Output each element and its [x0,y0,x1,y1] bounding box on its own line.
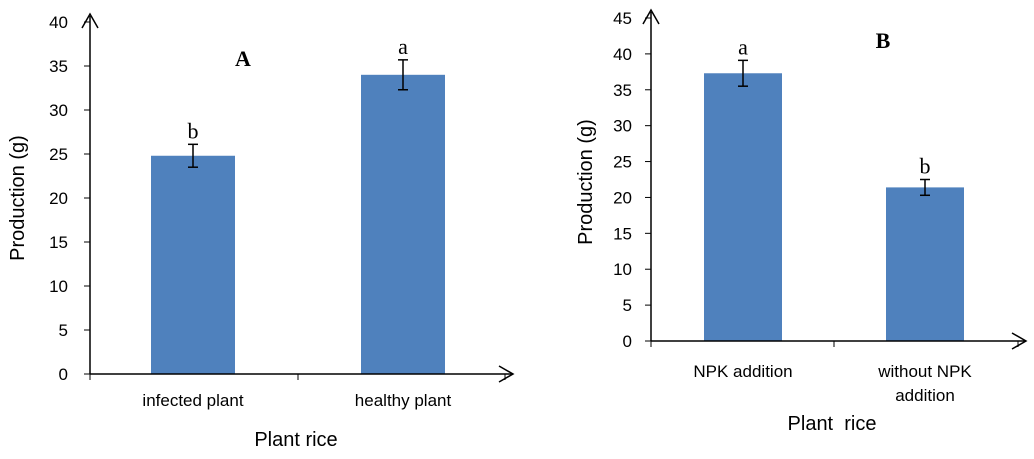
x-tick-label: NPK addition [693,362,792,381]
x-tick-label-line: infected plant [142,391,243,410]
panel-label: A [235,46,251,71]
significance-letter: a [738,34,748,59]
x-axis-title: Plant rice [254,429,337,451]
y-tick-label: 40 [49,13,68,32]
chart-panel-A: b a 0 5 10 15 20 25 30 35 40 infected plant healthy … [7,12,515,451]
y-tick-label: 45 [613,9,632,28]
y-axis-arrow-icon [81,12,99,29]
x-axis-arrow-icon [498,365,515,383]
y-tick-label: 0 [623,332,632,351]
x-tick-label-line: addition [895,386,955,405]
y-tick-label: 20 [49,189,68,208]
error-bar-2 [920,178,930,197]
y-tick-label: 35 [613,81,632,100]
bar-2 [361,74,445,375]
y-tick-label: 25 [49,145,68,164]
bar-1 [151,155,235,374]
significance-letter: b [188,118,199,143]
x-tick-label-line: without NPK [877,362,972,381]
y-tick-label: 20 [613,188,632,207]
y-tick-label: 0 [59,365,68,384]
bar-2 [886,187,964,341]
x-tick-label-line: healthy plant [355,391,452,410]
y-tick-label: 30 [49,101,68,120]
x-tick-label: healthy plant [355,391,452,410]
y-tick-label: 10 [49,277,68,296]
y-tick-label: 10 [613,260,632,279]
x-tick-label-line: NPK addition [693,362,792,381]
y-tick-label: 25 [613,153,632,172]
y-tick-label: 15 [49,233,68,252]
error-bar-2 [398,59,408,91]
y-tick-label: 40 [613,45,632,64]
panel-label: B [876,28,891,53]
y-axis-arrow-icon [642,8,660,25]
significance-letter: a [398,34,408,59]
y-axis-title: Production (g) [575,119,597,245]
x-tick-label: without NPK addition [877,362,972,405]
y-tick-label: 5 [623,296,632,315]
y-tick-label: 15 [613,224,632,243]
error-bar-1 [738,59,748,87]
error-bar-1 [188,143,198,168]
chart-panel-B: a b 0 5 10 15 20 25 30 35 40 45 NPK addition without … [575,8,1028,435]
y-tick-label: 5 [59,321,68,340]
significance-letter: b [920,154,931,179]
x-tick-label: infected plant [142,391,243,410]
y-tick-label: 30 [613,117,632,136]
x-axis-arrow-icon [1011,332,1028,350]
y-axis-title: Production (g) [7,135,29,261]
x-axis-title: Plant rice [788,413,877,435]
bar-1 [704,73,782,341]
y-tick-label: 35 [49,57,68,76]
